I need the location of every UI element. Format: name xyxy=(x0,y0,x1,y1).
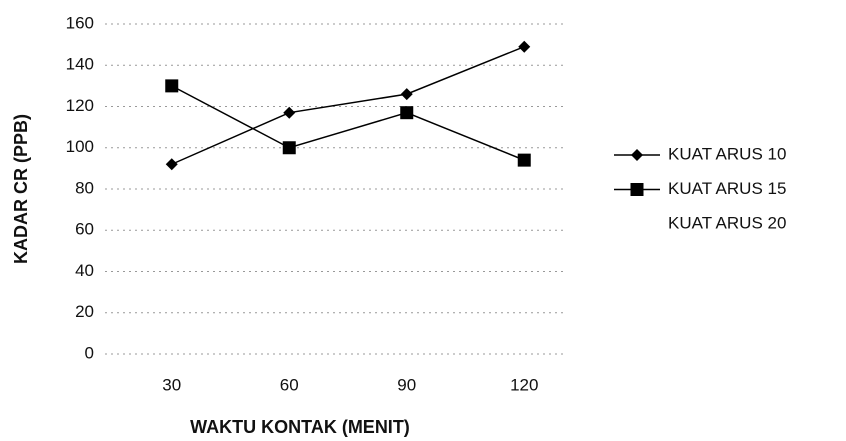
x-tick-label: 90 xyxy=(397,375,416,394)
y-tick-label: 20 xyxy=(75,302,94,321)
data-point xyxy=(400,106,414,120)
legend-marker xyxy=(631,149,643,161)
legend-marker xyxy=(630,183,644,196)
data-point xyxy=(518,40,531,53)
legend-label: KUAT ARUS 20 xyxy=(668,213,786,232)
data-point xyxy=(282,141,296,155)
legend-label: KUAT ARUS 15 xyxy=(668,179,786,198)
x-axis-title: WAKTU KONTAK (MENIT) xyxy=(190,417,410,437)
y-tick-label: 40 xyxy=(75,261,94,280)
y-tick-label: 160 xyxy=(66,13,94,32)
series-line xyxy=(171,85,525,161)
y-tick-label: 80 xyxy=(75,178,94,197)
data-point xyxy=(400,88,413,101)
data-point xyxy=(517,153,531,167)
series-line xyxy=(171,45,525,165)
y-tick-label: 140 xyxy=(66,55,94,74)
data-point xyxy=(165,79,179,93)
y-tick-label: 0 xyxy=(85,343,94,362)
x-tick-label: 60 xyxy=(280,375,299,394)
data-point xyxy=(283,106,296,119)
y-tick-label: 100 xyxy=(66,137,94,156)
data-point xyxy=(165,158,178,171)
legend-label: KUAT ARUS 10 xyxy=(668,144,786,163)
y-axis-title: KADAR CR (PPB) xyxy=(11,114,31,264)
x-tick-label: 120 xyxy=(510,375,538,394)
y-tick-label: 120 xyxy=(66,96,94,115)
x-tick-label: 30 xyxy=(162,375,181,394)
y-tick-label: 60 xyxy=(75,220,94,239)
